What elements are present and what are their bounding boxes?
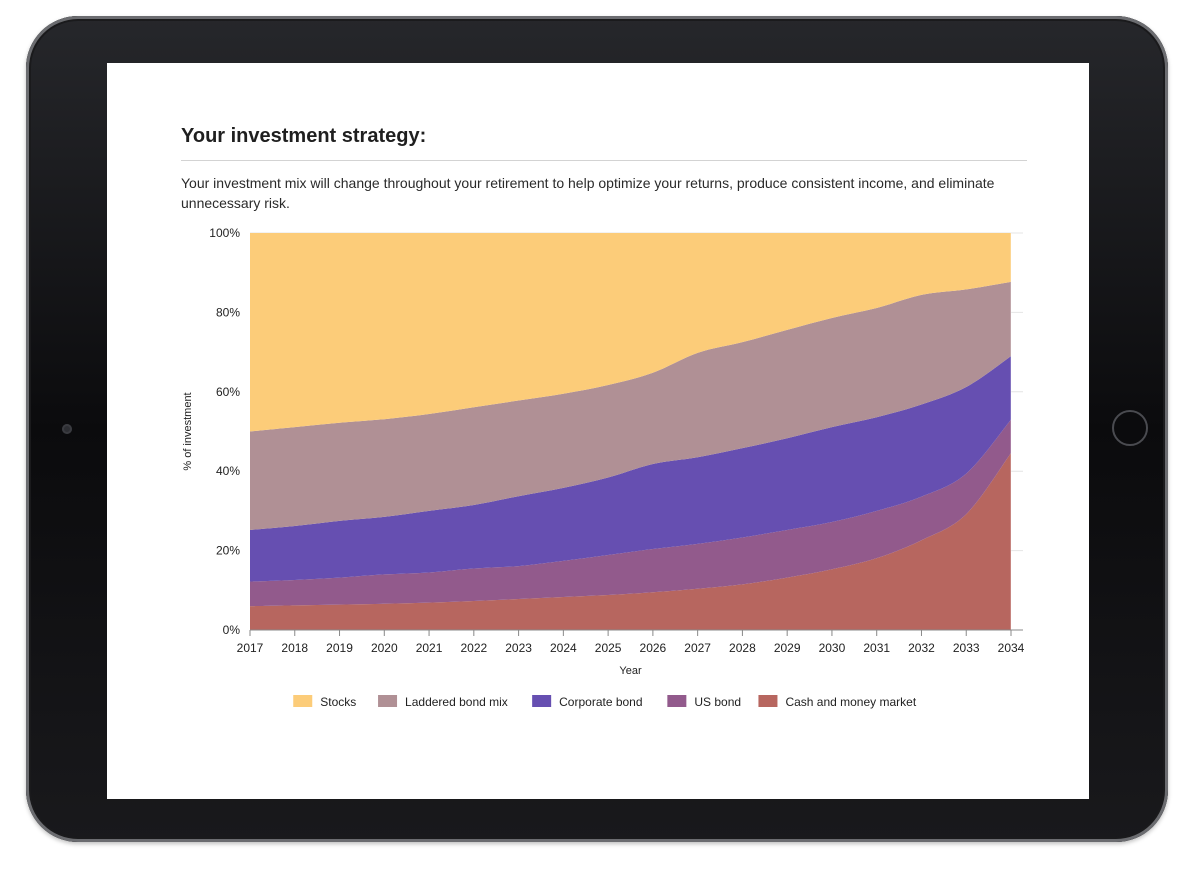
x-tick-label: 2028 bbox=[729, 641, 756, 655]
legend-item-cash-and-money-market: Cash and money market bbox=[758, 695, 917, 709]
home-button[interactable] bbox=[1112, 410, 1148, 446]
x-tick-label: 2019 bbox=[326, 641, 353, 655]
y-tick-label: 60% bbox=[216, 385, 240, 399]
legend-item-laddered-bond-mix: Laddered bond mix bbox=[378, 695, 508, 709]
page-title: Your investment strategy: bbox=[181, 125, 427, 147]
x-axis-title: Year bbox=[619, 665, 642, 677]
x-tick-label: 2025 bbox=[595, 641, 622, 655]
x-tick-label: 2018 bbox=[281, 641, 308, 655]
area-us-bond bbox=[250, 419, 1011, 607]
strategy-description: Your investment mix will change througho… bbox=[181, 175, 995, 211]
x-tick-label: 2030 bbox=[819, 641, 846, 655]
legend-swatch bbox=[293, 695, 313, 707]
x-tick-label: 2032 bbox=[908, 641, 935, 655]
x-tick-label: 2031 bbox=[863, 641, 890, 655]
legend-item-us-bond: US bond bbox=[667, 695, 741, 709]
area-stocks bbox=[250, 233, 1011, 432]
x-tick-label: 2029 bbox=[774, 641, 801, 655]
x-tick-label: 2021 bbox=[416, 641, 443, 655]
y-tick-label: 0% bbox=[223, 623, 241, 637]
y-tick-label: 80% bbox=[216, 305, 240, 319]
legend-item-corporate-bond: Corporate bond bbox=[532, 695, 643, 709]
legend-swatch bbox=[667, 695, 687, 707]
y-tick-label: 100% bbox=[209, 226, 240, 240]
x-tick-label: 2024 bbox=[550, 641, 577, 655]
x-tick-label: 2022 bbox=[460, 641, 487, 655]
area-laddered-bond-mix bbox=[250, 281, 1011, 530]
y-axis-title: % of investment bbox=[182, 392, 194, 470]
area-corporate-bond bbox=[250, 356, 1011, 582]
legend-label: US bond bbox=[694, 695, 741, 709]
legend-label: Cash and money market bbox=[785, 695, 916, 709]
x-tick-label: 2020 bbox=[371, 641, 398, 655]
x-tick-label: 2026 bbox=[640, 641, 667, 655]
x-tick-label: 2034 bbox=[998, 641, 1025, 655]
y-tick-label: 40% bbox=[216, 464, 240, 478]
legend-swatch bbox=[532, 695, 552, 707]
legend-label: Laddered bond mix bbox=[405, 695, 508, 709]
axes: 0% 20% 40% 60% 80% 100% 2017 2018 2019 2020 2021 20… bbox=[182, 226, 1025, 677]
legend: Stocks Laddered bond mix Corporate bond US … bbox=[293, 695, 917, 709]
legend-swatch bbox=[758, 695, 778, 707]
x-tick-label: 2027 bbox=[684, 641, 711, 655]
legend-item-stocks: Stocks bbox=[293, 695, 356, 709]
legend-swatch bbox=[378, 695, 398, 707]
area-series bbox=[250, 233, 1011, 630]
legend-label: Corporate bond bbox=[559, 695, 642, 709]
x-tick-label: 2023 bbox=[505, 641, 532, 655]
title-divider bbox=[181, 160, 1027, 161]
front-camera bbox=[62, 424, 72, 434]
tablet-screen: Your investment strategy: Your investmen… bbox=[107, 63, 1089, 799]
y-tick-label: 20% bbox=[216, 544, 240, 558]
area-cash-and-money-market bbox=[250, 452, 1011, 630]
investment-mix-chart: 0% 20% 40% 60% 80% 100% 2017 2018 2019 2020 2021 20… bbox=[182, 226, 1025, 709]
legend-label: Stocks bbox=[320, 695, 356, 709]
x-tick-label: 2033 bbox=[953, 641, 980, 655]
x-tick-label: 2017 bbox=[237, 641, 264, 655]
